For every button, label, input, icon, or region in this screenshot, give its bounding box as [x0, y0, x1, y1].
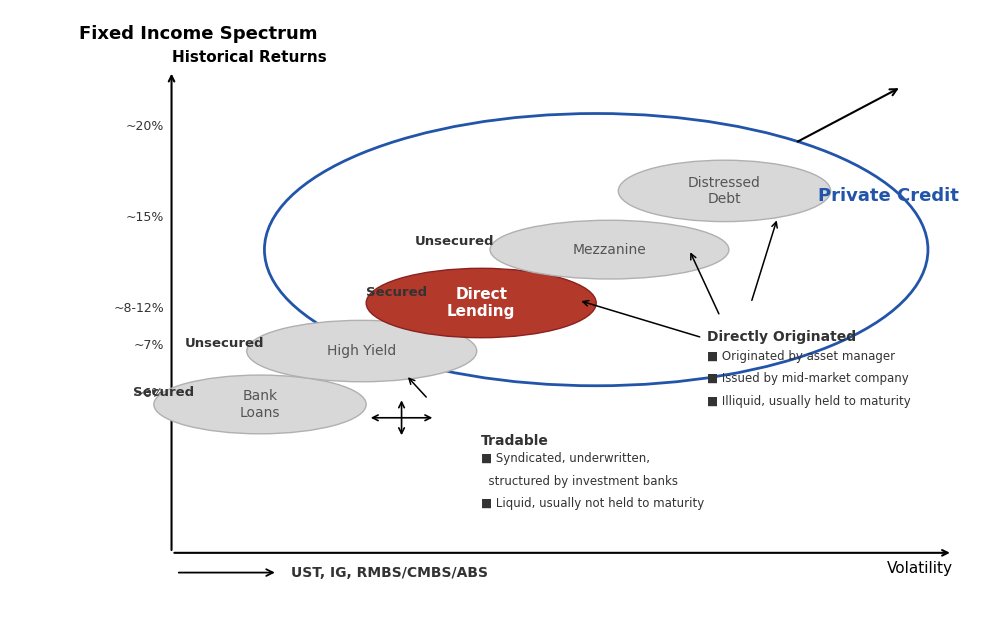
- Ellipse shape: [618, 160, 831, 222]
- Ellipse shape: [490, 220, 729, 279]
- Text: Unsecured: Unsecured: [185, 337, 264, 350]
- Text: ■ Liquid, usually not held to maturity: ■ Liquid, usually not held to maturity: [482, 497, 705, 511]
- Text: ■ Syndicated, underwritten,: ■ Syndicated, underwritten,: [482, 452, 650, 465]
- Text: Fixed Income Spectrum: Fixed Income Spectrum: [79, 25, 318, 43]
- Text: ~8-12%: ~8-12%: [114, 302, 164, 315]
- Ellipse shape: [366, 268, 596, 338]
- Text: ■ Issued by mid-market company: ■ Issued by mid-market company: [707, 372, 908, 386]
- Text: Secured: Secured: [366, 286, 428, 299]
- Ellipse shape: [153, 375, 366, 434]
- Text: Directly Originated: Directly Originated: [707, 330, 856, 344]
- Text: Secured: Secured: [134, 386, 195, 399]
- Text: Mezzanine: Mezzanine: [572, 242, 647, 257]
- Text: Tradable: Tradable: [482, 434, 549, 448]
- Text: Unsecured: Unsecured: [415, 235, 494, 248]
- Text: ■ Originated by asset manager: ■ Originated by asset manager: [707, 350, 895, 363]
- Text: Bank
Loans: Bank Loans: [240, 389, 280, 420]
- Text: ~7%: ~7%: [134, 339, 164, 352]
- Text: Private Credit: Private Credit: [818, 187, 958, 205]
- Ellipse shape: [247, 320, 477, 382]
- Text: ~6%: ~6%: [134, 387, 164, 400]
- Text: Historical Returns: Historical Returns: [171, 50, 326, 65]
- Text: ~20%: ~20%: [126, 121, 164, 133]
- Text: UST, IG, RMBS/CMBS/ABS: UST, IG, RMBS/CMBS/ABS: [291, 566, 488, 580]
- Text: High Yield: High Yield: [327, 344, 396, 358]
- Text: Distressed
Debt: Distressed Debt: [688, 176, 761, 206]
- Text: structured by investment banks: structured by investment banks: [482, 475, 678, 488]
- Text: Direct
Lending: Direct Lending: [447, 287, 515, 319]
- Text: ~15%: ~15%: [126, 211, 164, 224]
- Text: Volatility: Volatility: [887, 561, 953, 576]
- Text: ■ Illiquid, usually held to maturity: ■ Illiquid, usually held to maturity: [707, 395, 910, 408]
